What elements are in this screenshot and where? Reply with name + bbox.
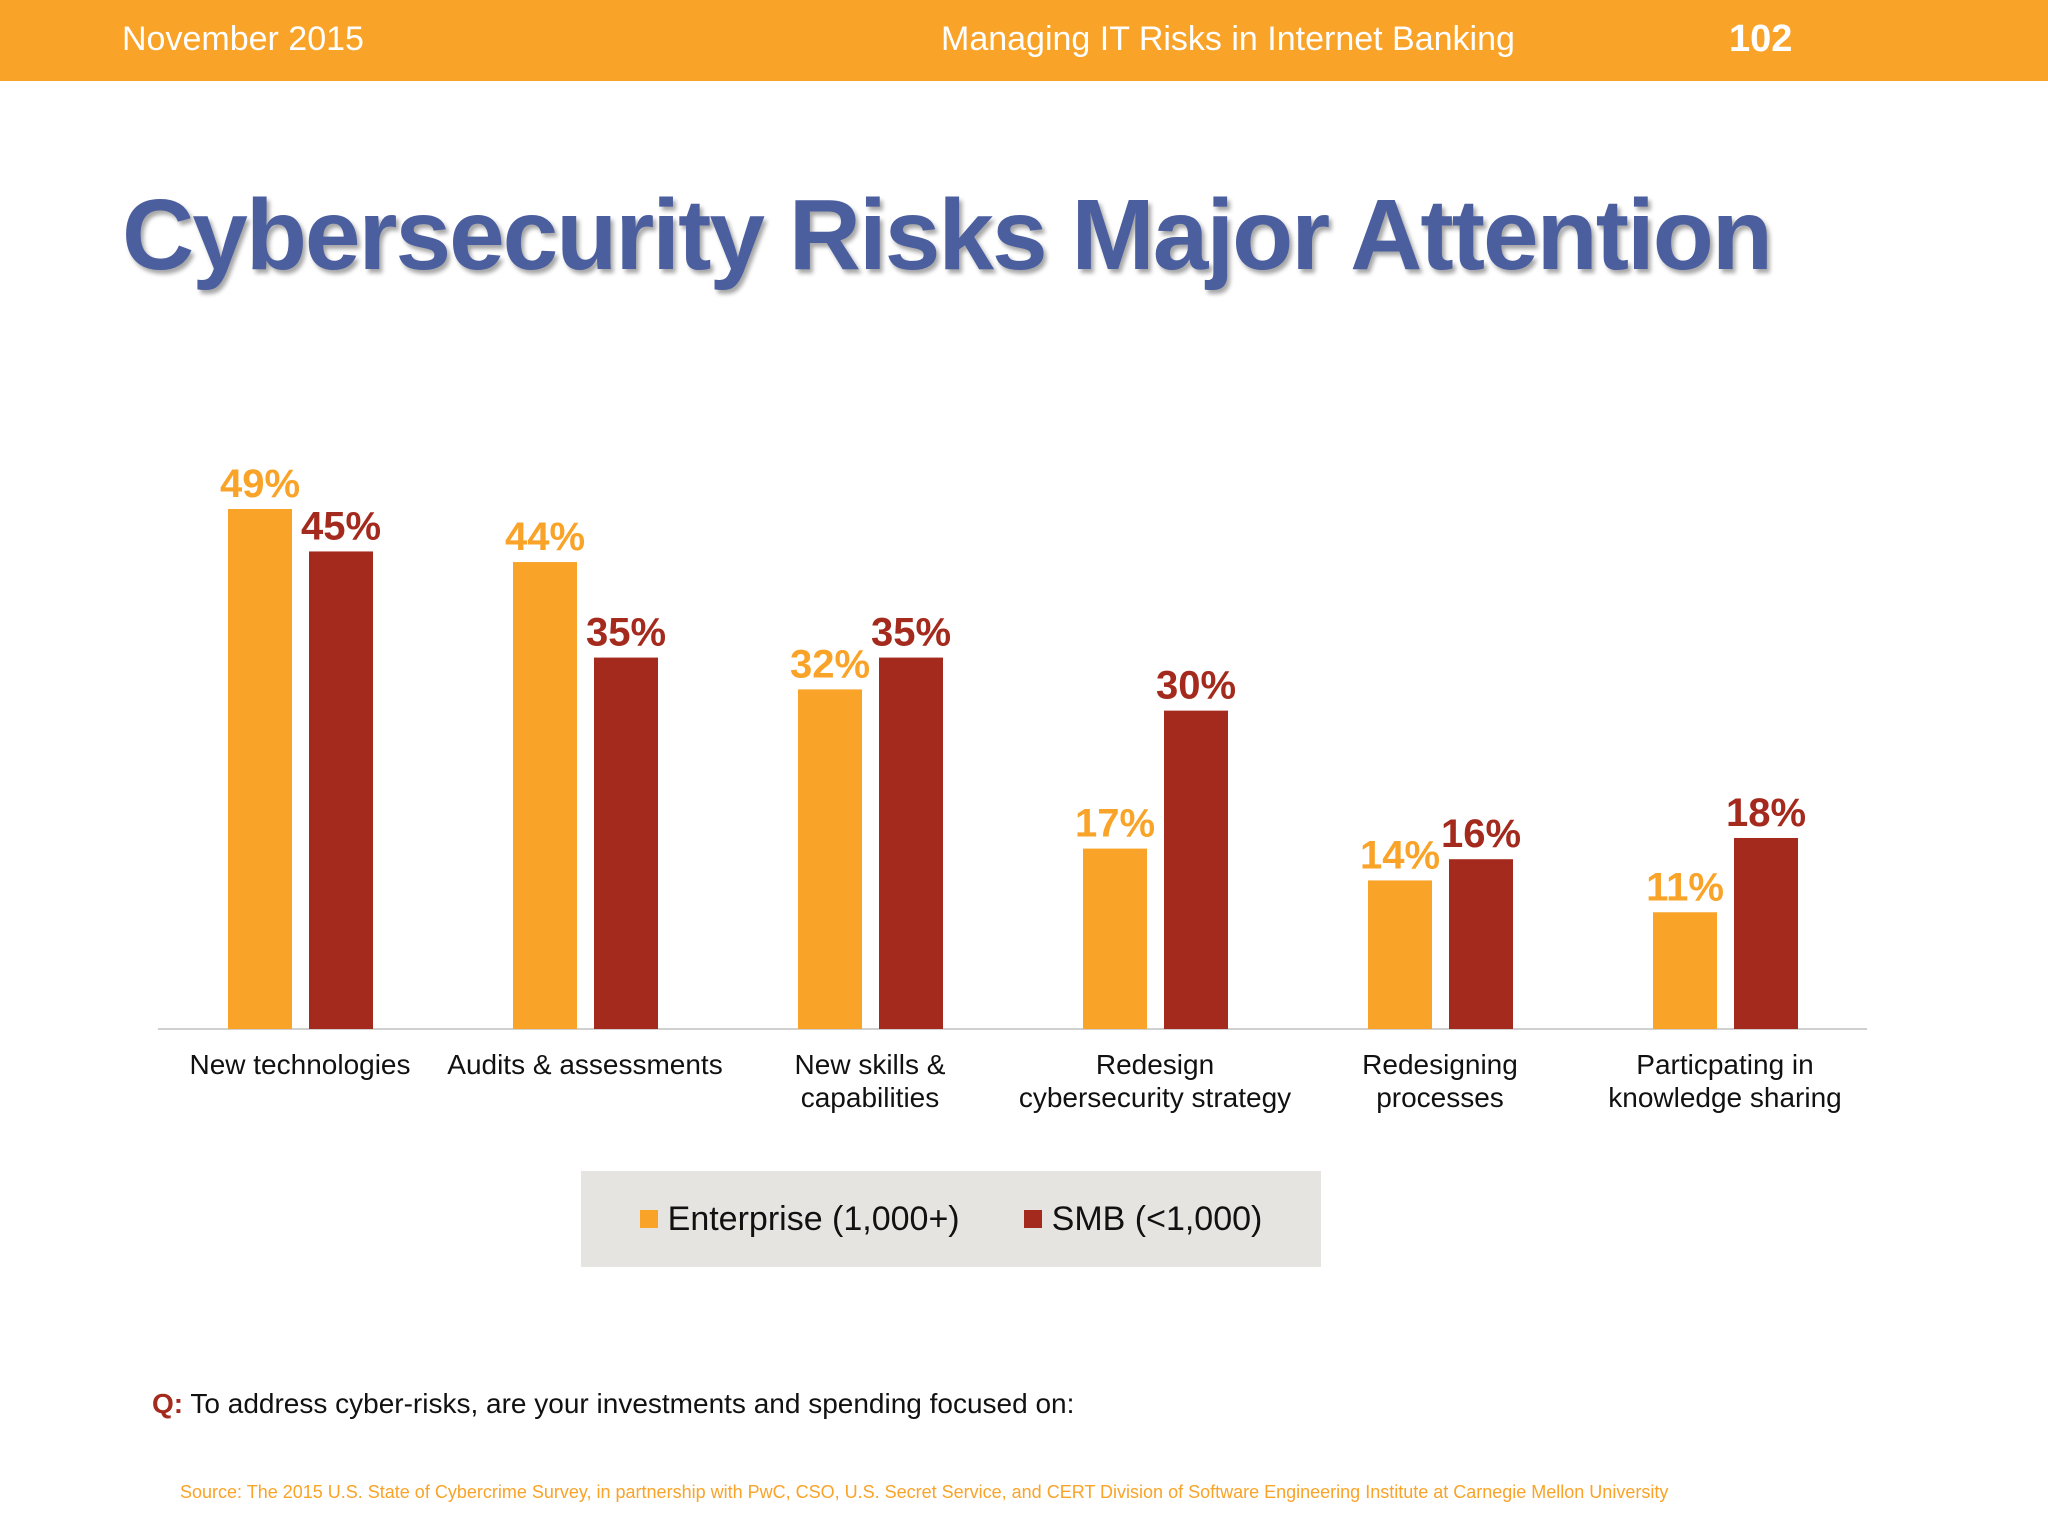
- category-label: New technologies: [189, 1049, 410, 1080]
- bar-enterprise: [1368, 880, 1432, 1029]
- category-label: processes: [1376, 1082, 1504, 1113]
- bar-smb: [879, 657, 943, 1029]
- category-label: Redesign: [1096, 1049, 1214, 1080]
- data-label-smb: 30%: [1156, 664, 1236, 708]
- data-label-smb: 35%: [586, 611, 666, 655]
- data-label-enterprise: 32%: [790, 642, 870, 686]
- category-label: Audits & assessments: [447, 1049, 722, 1080]
- page-number: 102: [1729, 18, 1793, 60]
- bar-enterprise: [1653, 912, 1717, 1029]
- header-date: November 2015: [122, 20, 364, 58]
- legend-item-enterprise: Enterprise (1,000+): [639, 1199, 960, 1239]
- category-label: knowledge sharing: [1608, 1082, 1842, 1113]
- category-label: Redesigning: [1362, 1049, 1518, 1080]
- bar-chart: 49%45% New technologies 44% 35% Audits & ass…: [158, 462, 1867, 1113]
- category-label: Particpating in: [1636, 1049, 1813, 1080]
- bar-enterprise: [798, 689, 862, 1029]
- data-label-smb: 35%: [871, 611, 951, 655]
- header-bar: November 2015 Managing IT Risks in Inter…: [0, 0, 2048, 81]
- data-label-enterprise: 17%: [1075, 802, 1155, 846]
- category-label: cybersecurity strategy: [1019, 1082, 1291, 1113]
- slide-title: Cybersecurity Risks Major Attention: [122, 179, 1773, 291]
- data-label-enterprise: 44%: [505, 515, 585, 559]
- data-label-enterprise: 14%: [1360, 833, 1440, 877]
- question-prefix: Q:: [152, 1388, 184, 1419]
- bar-enterprise: [228, 509, 292, 1029]
- legend-swatch-smb: [1023, 1210, 1042, 1228]
- bar-smb: [1164, 710, 1228, 1029]
- legend-label-enterprise: Enterprise (1,000+): [667, 1199, 960, 1238]
- source-note: Source: The 2015 U.S. State of Cybercrim…: [180, 1482, 1669, 1502]
- category-label: capabilities: [801, 1082, 940, 1113]
- bar-smb: [309, 551, 373, 1029]
- bar-smb: [1734, 837, 1798, 1029]
- data-label-enterprise: 49%: [220, 462, 300, 506]
- survey-question: Q: To address cyber-risks, are your inve…: [152, 1388, 1074, 1420]
- legend-swatch-enterprise: [639, 1210, 658, 1228]
- deck-title: Managing IT Risks in Internet Banking: [941, 20, 1515, 58]
- category-label: New skills &: [795, 1049, 946, 1080]
- data-label-smb: 18%: [1726, 791, 1806, 835]
- bar-enterprise: [513, 562, 577, 1029]
- chart-legend: Enterprise (1,000+) SMB (<1,000): [581, 1171, 1321, 1267]
- data-label-smb: 16%: [1441, 812, 1521, 856]
- bar-smb: [594, 657, 658, 1029]
- data-label-smb: 45%: [301, 504, 381, 548]
- bar-smb: [1449, 859, 1513, 1029]
- legend-label-smb: SMB (<1,000): [1051, 1199, 1263, 1238]
- data-label-enterprise: 11%: [1646, 865, 1724, 909]
- bar-enterprise: [1083, 848, 1147, 1029]
- question-text: To address cyber-risks, are your investm…: [190, 1388, 1075, 1419]
- legend-item-smb: SMB (<1,000): [1023, 1199, 1263, 1239]
